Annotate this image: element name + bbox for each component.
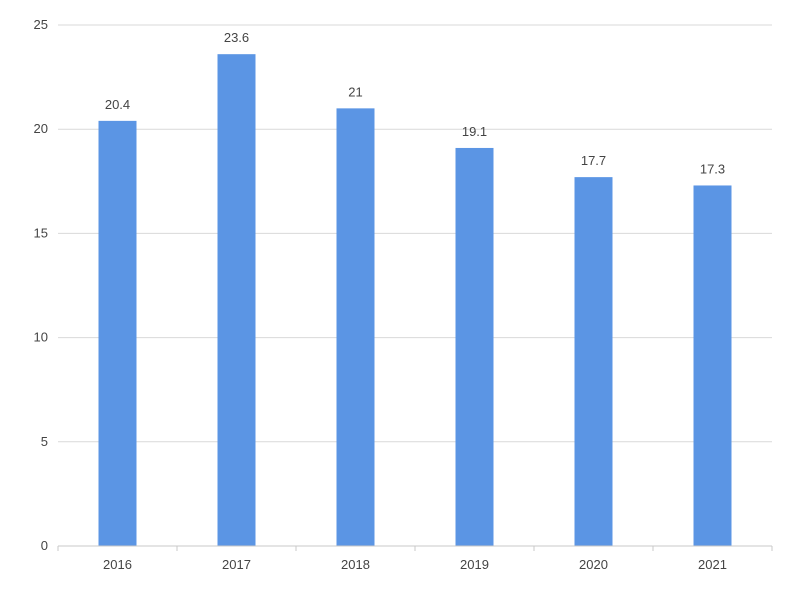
y-tick-label: 0 bbox=[41, 538, 48, 553]
bar-2021[interactable] bbox=[693, 185, 732, 546]
x-tick-label: 2018 bbox=[341, 557, 370, 572]
data-label: 20.4 bbox=[105, 97, 130, 112]
y-tick-label: 20 bbox=[34, 121, 48, 136]
data-labels: 20.4 23.6 21 19.1 17.7 17.3 bbox=[105, 30, 725, 176]
bar-2018[interactable] bbox=[336, 108, 375, 547]
x-tick-label: 2016 bbox=[103, 557, 132, 572]
x-tick-label: 2020 bbox=[579, 557, 608, 572]
bar-2019[interactable] bbox=[455, 147, 494, 546]
bar-2017[interactable] bbox=[217, 54, 256, 547]
bar-2016[interactable] bbox=[98, 120, 137, 546]
bar-2020[interactable] bbox=[574, 177, 613, 546]
axes: 0 5 10 15 20 25 2016 2017 2018 2019 2020 2021 bbox=[34, 17, 773, 572]
data-label: 21 bbox=[348, 84, 362, 99]
gridlines bbox=[58, 24, 772, 443]
data-label: 17.3 bbox=[700, 161, 725, 176]
y-tick-label: 15 bbox=[34, 225, 48, 240]
y-tick-label: 25 bbox=[34, 17, 48, 32]
y-tick-label: 10 bbox=[34, 330, 48, 345]
bars bbox=[98, 54, 732, 547]
data-label: 19.1 bbox=[462, 124, 487, 139]
x-tick-label: 2021 bbox=[698, 557, 727, 572]
x-tick-label: 2017 bbox=[222, 557, 251, 572]
y-tick-label: 5 bbox=[41, 434, 48, 449]
data-label: 17.7 bbox=[581, 153, 606, 168]
x-tick-label: 2019 bbox=[460, 557, 489, 572]
data-label: 23.6 bbox=[224, 30, 249, 45]
